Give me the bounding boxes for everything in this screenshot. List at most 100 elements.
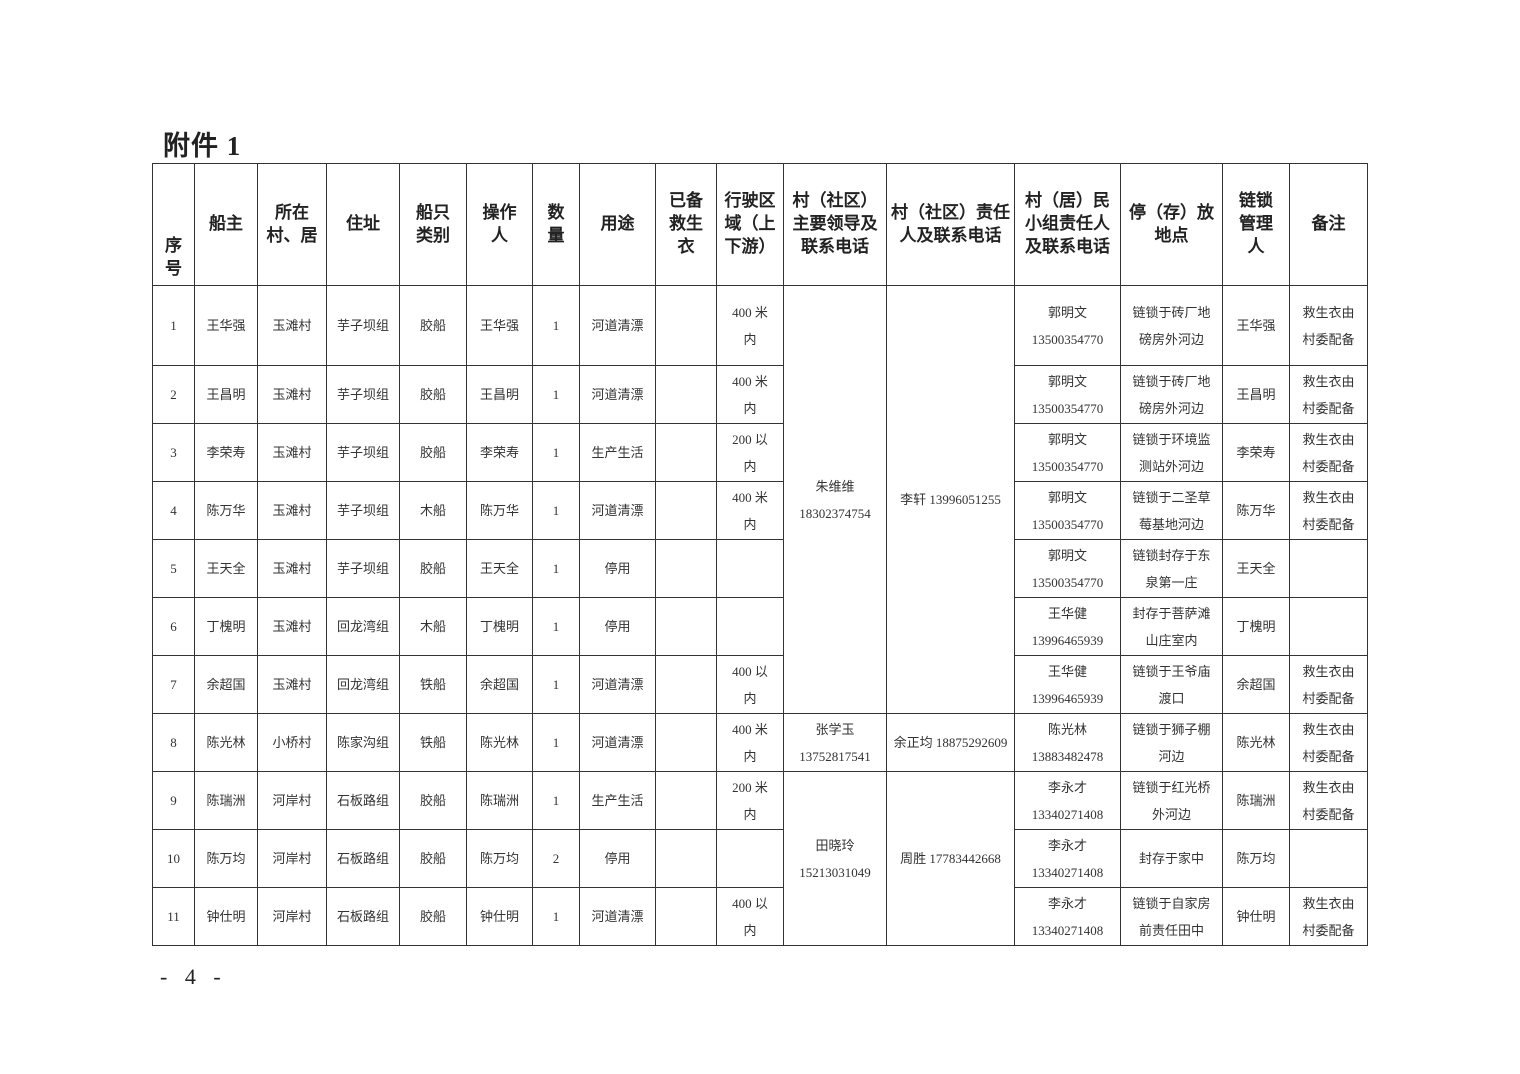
header-village: 所在村、居: [257, 163, 327, 286]
cell-lifejacket: [655, 655, 717, 714]
cell-qty: 1: [532, 365, 580, 424]
cell-seq: 7: [152, 655, 195, 714]
cell-remark: 救生衣由村委配备: [1289, 481, 1368, 540]
cell-type: 胶船: [399, 887, 467, 946]
table-row: 3 李荣寿 玉滩村 芋子坝组 胶船 李荣寿 1 生产生活 200 以内 郭明文 135003547…: [152, 423, 1368, 482]
table-row: 4 陈万华 玉滩村 芋子坝组 木船 陈万华 1 河道清漂 400 米内 郭明文 135003547…: [152, 481, 1368, 540]
cell-seq: 1: [152, 285, 195, 366]
header-area: 行驶区域（上下游）: [716, 163, 784, 286]
boat-registry-table: 序号 船主 所在村、居 住址 船只类别 操作人 数量 用途 已备救生衣 行驶区域（上下游） 村（社区…: [152, 163, 1368, 946]
cell-location: 链锁于二圣草莓基地河边: [1120, 481, 1223, 540]
village-responsible-contact: 余正均 18875292609: [886, 713, 1015, 772]
cell-area: 400 以内: [716, 655, 784, 714]
cell-owner: 陈光林: [194, 713, 258, 772]
cell-village: 河岸村: [257, 887, 327, 946]
cell-use: 河道清漂: [579, 481, 656, 540]
cell-operator: 余超国: [466, 655, 533, 714]
cell-remark: [1289, 829, 1368, 888]
cell-area: [716, 597, 784, 656]
cell-location: 链锁于王爷庙渡口: [1120, 655, 1223, 714]
header-use: 用途: [579, 163, 656, 286]
cell-area: 400 米内: [716, 713, 784, 772]
table-row: 1 王华强 玉滩村 芋子坝组 胶船 王华强 1 河道清漂 400 米内 朱维维 183023747…: [152, 285, 1368, 714]
cell-seq: 9: [152, 771, 195, 830]
cell-lifejacket: [655, 829, 717, 888]
cell-use: 河道清漂: [579, 887, 656, 946]
table-row: 9 陈瑞洲 河岸村 石板路组 胶船 陈瑞洲 1 生产生活 200 米内 田晓玲 152130310…: [152, 771, 1368, 946]
cell-area: [716, 539, 784, 598]
cell-seq: 10: [152, 829, 195, 888]
cell-type: 铁船: [399, 713, 467, 772]
cell-type: 胶船: [399, 365, 467, 424]
cell-type: 胶船: [399, 539, 467, 598]
table-row: 5 王天全 玉滩村 芋子坝组 胶船 王天全 1 停用 郭明文 13500354770 链锁封存于东…: [152, 539, 1368, 598]
cell-manager: 陈光林: [1222, 713, 1290, 772]
cell-address: 芋子坝组: [326, 423, 400, 482]
cell-group-contact: 李永才 13340271408: [1014, 829, 1121, 888]
cell-group-contact: 郭明文 13500354770: [1014, 539, 1121, 598]
cell-remark: 救生衣由村委配备: [1289, 285, 1368, 366]
page-number: - 4 -: [160, 964, 227, 989]
cell-operator: 陈万华: [466, 481, 533, 540]
cell-use: 河道清漂: [579, 365, 656, 424]
cell-group-contact: 李永才 13340271408: [1014, 771, 1121, 830]
cell-village: 河岸村: [257, 771, 327, 830]
cell-type: 木船: [399, 597, 467, 656]
cell-use: 生产生活: [579, 771, 656, 830]
cell-remark: [1289, 597, 1368, 656]
cell-operator: 丁槐明: [466, 597, 533, 656]
cell-group-contact: 王华健 13996465939: [1014, 597, 1121, 656]
cell-remark: 救生衣由村委配备: [1289, 887, 1368, 946]
cell-village: 河岸村: [257, 829, 327, 888]
cell-seq: 3: [152, 423, 195, 482]
header-location: 停（存）放地点: [1120, 163, 1223, 286]
village-responsible-contact: 周胜 17783442668: [886, 771, 1015, 946]
cell-type: 胶船: [399, 771, 467, 830]
cell-location: 链锁于红光桥外河边: [1120, 771, 1223, 830]
header-group-contact: 村（居）民小组责任人及联系电话: [1014, 163, 1121, 286]
cell-type: 胶船: [399, 285, 467, 366]
cell-qty: 1: [532, 887, 580, 946]
cell-address: 回龙湾组: [326, 655, 400, 714]
cell-location: 链锁于砖厂地磅房外河边: [1120, 285, 1223, 366]
cell-address: 芋子坝组: [326, 481, 400, 540]
attachment-title: 附件 1: [163, 131, 242, 161]
cell-area: 400 以内: [716, 887, 784, 946]
cell-use: 停用: [579, 829, 656, 888]
cell-use: 河道清漂: [579, 713, 656, 772]
cell-location: 链锁于环境监测站外河边: [1120, 423, 1223, 482]
cell-owner: 陈万华: [194, 481, 258, 540]
cell-remark: 救生衣由村委配备: [1289, 423, 1368, 482]
cell-qty: 2: [532, 829, 580, 888]
header-seq: 序号: [152, 163, 195, 286]
cell-address: 陈家沟组: [326, 713, 400, 772]
cell-owner: 王天全: [194, 539, 258, 598]
cell-village: 玉滩村: [257, 539, 327, 598]
table-row: 11 钟仕明 河岸村 石板路组 胶船 钟仕明 1 河道清漂 400 以内 李永才 13340271…: [152, 887, 1368, 946]
cell-village: 小桥村: [257, 713, 327, 772]
cell-address: 回龙湾组: [326, 597, 400, 656]
cell-lifejacket: [655, 771, 717, 830]
cell-area: 400 米内: [716, 365, 784, 424]
cell-manager: 王华强: [1222, 285, 1290, 366]
cell-operator: 李荣寿: [466, 423, 533, 482]
cell-location: 链锁于砖厂地磅房外河边: [1120, 365, 1223, 424]
cell-qty: 1: [532, 285, 580, 366]
header-type: 船只类别: [399, 163, 467, 286]
cell-operator: 钟仕明: [466, 887, 533, 946]
header-operator: 操作人: [466, 163, 533, 286]
cell-lifejacket: [655, 365, 717, 424]
cell-type: 木船: [399, 481, 467, 540]
header-manager: 链锁管理人: [1222, 163, 1290, 286]
cell-owner: 王昌明: [194, 365, 258, 424]
cell-remark: 救生衣由村委配备: [1289, 713, 1368, 772]
cell-group-contact: 李永才 13340271408: [1014, 887, 1121, 946]
cell-location: 封存于家中: [1120, 829, 1223, 888]
cell-remark: 救生衣由村委配备: [1289, 655, 1368, 714]
cell-location: 封存于菩萨滩山庄室内: [1120, 597, 1223, 656]
cell-operator: 王昌明: [466, 365, 533, 424]
cell-seq: 8: [152, 713, 195, 772]
cell-village: 玉滩村: [257, 285, 327, 366]
cell-type: 胶船: [399, 423, 467, 482]
cell-owner: 王华强: [194, 285, 258, 366]
